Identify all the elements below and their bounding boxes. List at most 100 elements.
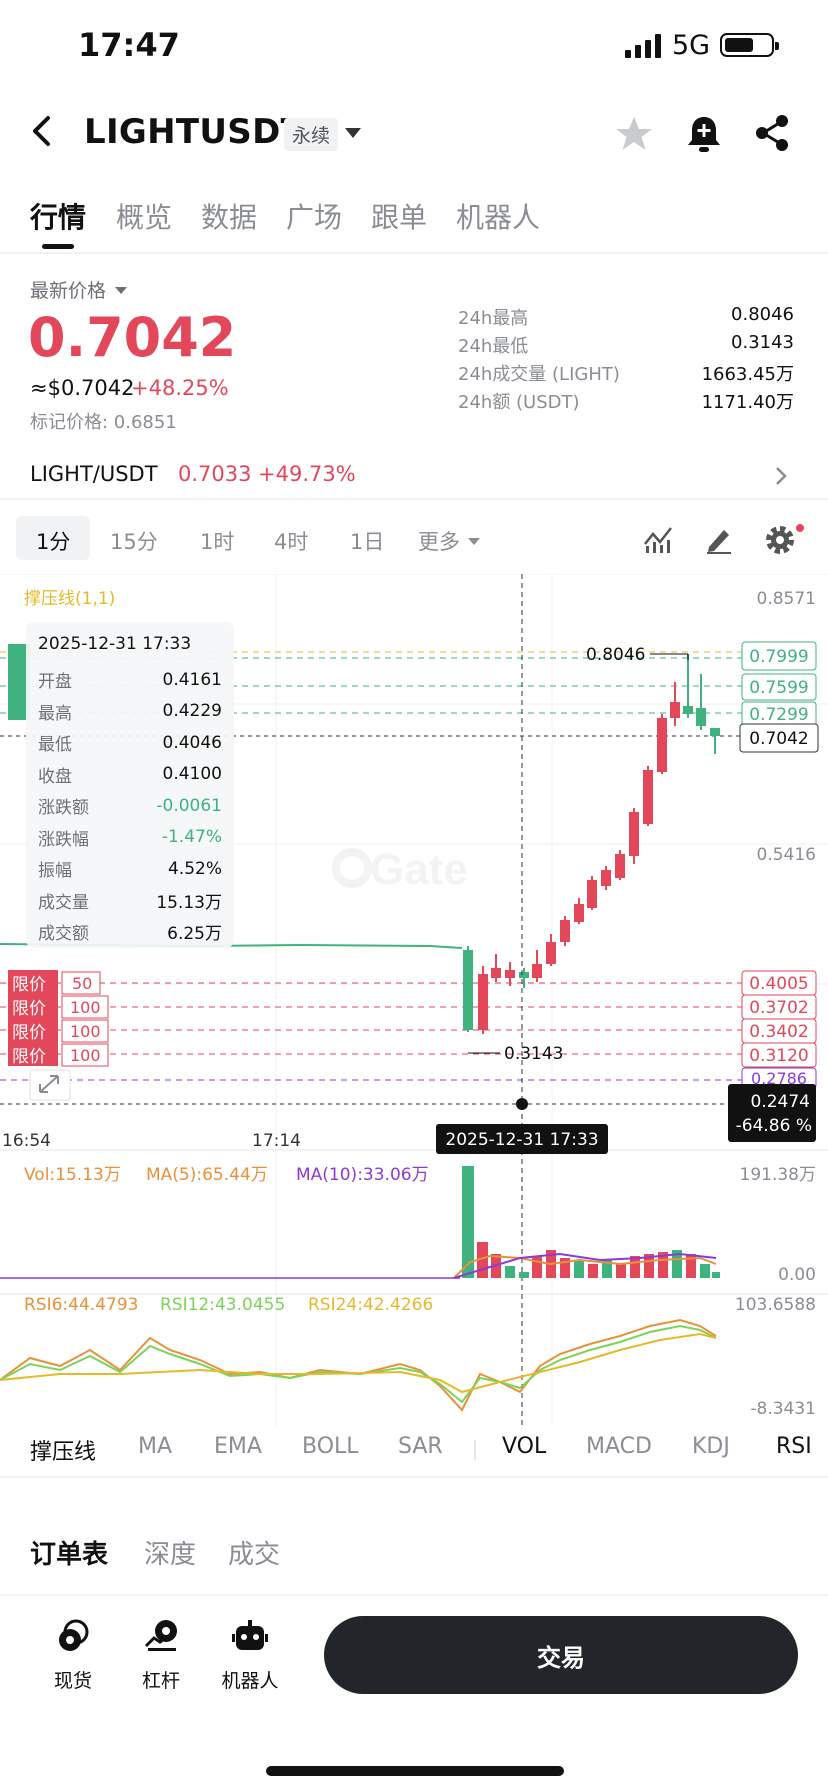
y-tick-mid: 0.5416 — [757, 845, 816, 865]
interval-1h[interactable]: 1时 — [200, 530, 235, 554]
indicator-boll[interactable]: BOLL — [302, 1434, 359, 1459]
latest-price-label[interactable]: 最新价格 — [30, 280, 107, 302]
indicator-sar[interactable]: SAR — [398, 1434, 443, 1459]
tooltip-row: 收盘 0.4100 — [38, 764, 222, 787]
interval-15m[interactable]: 15分 — [110, 530, 158, 554]
resistance-tags: 0.7999 0.7599 0.7299 0.7042 — [739, 641, 819, 753]
interval-more[interactable]: 更多 — [418, 530, 460, 554]
candle — [629, 808, 639, 864]
candle — [643, 766, 653, 826]
tab-order-book[interactable]: 订单表 — [30, 1540, 109, 1570]
trade-button[interactable]: 交易 — [324, 1616, 798, 1694]
rsi12-label: RSI12:43.0455 — [160, 1295, 285, 1315]
gate-watermark: Gate — [332, 845, 468, 894]
draw-icon[interactable] — [704, 524, 734, 554]
back-icon[interactable] — [28, 114, 58, 148]
stat-label-low: 24h最低 — [458, 336, 529, 357]
star-icon[interactable] — [614, 114, 654, 154]
interval-1d[interactable]: 1日 — [350, 530, 385, 554]
candle — [615, 850, 625, 880]
indicator-kdj[interactable]: KDJ — [692, 1434, 730, 1459]
resistance-tag: 0.7299 — [749, 705, 808, 725]
stat-label-turnover: 24h额 (USDT) — [458, 392, 580, 413]
perpetual-badge: 永续 — [284, 118, 339, 151]
indicator-macd[interactable]: MACD — [586, 1434, 652, 1459]
candle — [491, 954, 501, 982]
limit-order-qty: 50 — [72, 974, 92, 993]
chart-grid — [0, 574, 828, 1426]
spot-pair-change[interactable]: +49.73% — [258, 462, 356, 486]
divider — [0, 498, 828, 500]
stat-value-volume: 1663.45万 — [701, 364, 794, 385]
tab-underline — [42, 244, 74, 249]
robot-icon[interactable] — [232, 1618, 268, 1654]
rsi-min: -8.3431 — [750, 1399, 816, 1419]
chevron-right-icon[interactable] — [774, 466, 788, 486]
spot-icon[interactable] — [56, 1618, 92, 1654]
vol-label: Vol:15.13万 — [24, 1165, 121, 1185]
indicator-support-resistance[interactable]: 撑压线 — [30, 1440, 97, 1465]
divider — [474, 1440, 476, 1460]
pair-title[interactable]: LIGHTUSDT — [84, 112, 305, 152]
tooltip-date: 2025-12-31 17:33 — [38, 634, 192, 654]
limit-order-label: 限价 — [12, 1047, 46, 1067]
interval-4h[interactable]: 4时 — [274, 530, 309, 554]
nav-robot-label[interactable]: 机器人 — [221, 1670, 279, 1692]
gear-icon[interactable] — [764, 524, 796, 556]
rsi-max: 103.6588 — [735, 1295, 816, 1315]
tooltip-row: 最低 0.4046 — [38, 732, 222, 756]
tooltip-row: 成交额 6.25万 — [38, 924, 222, 945]
indicator-vol[interactable]: VOL — [502, 1434, 547, 1459]
candle — [710, 728, 720, 754]
tab-bots[interactable]: 机器人 — [456, 201, 541, 234]
indicator-ema[interactable]: EMA — [214, 1434, 262, 1459]
limit-order-label: 限价 — [12, 999, 46, 1019]
tab-square[interactable]: 广场 — [286, 201, 343, 234]
vol-ma10-label: MA(10):33.06万 — [296, 1165, 429, 1185]
indicator-ma[interactable]: MA — [138, 1434, 173, 1459]
notification-dot — [796, 524, 804, 532]
watermark-text: Gate — [370, 845, 468, 894]
candle — [560, 916, 570, 946]
pair-dropdown-icon[interactable] — [345, 128, 361, 138]
indicator-rsi[interactable]: RSI — [776, 1434, 812, 1459]
candle — [463, 946, 473, 1032]
limit-price-tags: 0.4005 0.3702 0.3402 0.3120 0.2786 0.247… — [728, 970, 817, 1142]
rsi24-label: RSI24:42.4266 — [308, 1295, 433, 1315]
nav-spot-label[interactable]: 现货 — [53, 1670, 92, 1692]
limit-order-qty: 100 — [70, 998, 101, 1017]
price-alert-icon[interactable] — [686, 114, 722, 154]
tab-depth[interactable]: 深度 — [144, 1540, 197, 1570]
tab-copy-trading[interactable]: 跟单 — [371, 201, 428, 234]
limit-price-tag: 0.3120 — [749, 1046, 808, 1066]
kline-chart[interactable]: Gate 撑压线(1,1) 0.8571 0.5416 — [0, 574, 828, 1426]
chevron-down-icon[interactable] — [468, 538, 480, 545]
left-order-tags: 限价 50 限价 100 限价 100 限价 100 — [8, 644, 109, 1101]
candle — [587, 876, 597, 910]
tab-data[interactable]: 数据 — [201, 201, 258, 234]
interval-1m[interactable]: 1分 — [36, 530, 71, 554]
stat-label-volume: 24h成交量 (LIGHT) — [458, 364, 620, 385]
share-icon[interactable] — [754, 114, 790, 152]
indicator-icon[interactable] — [642, 524, 674, 554]
tab-overview[interactable]: 概览 — [116, 201, 173, 234]
last-price: 0.7042 — [28, 306, 237, 369]
candle — [505, 962, 515, 986]
limit-order-qty: 100 — [70, 1046, 101, 1065]
candle — [532, 950, 542, 982]
candle — [574, 898, 584, 924]
tooltip-row: 涨跌幅 -1.47% — [38, 827, 222, 850]
resistance-tag: 0.7599 — [749, 678, 808, 698]
spot-pair-price[interactable]: 0.7033 — [178, 462, 252, 486]
nav-margin-label[interactable]: 杠杆 — [141, 1670, 180, 1692]
divider — [0, 1476, 828, 1478]
latest-price-dropdown-icon[interactable] — [115, 287, 127, 294]
usd-approx-price: ≈$0.7042 — [30, 376, 135, 400]
x-tick: 17:14 — [252, 1131, 301, 1151]
tab-trades[interactable]: 成交 — [228, 1540, 281, 1570]
tab-market[interactable]: 行情 — [30, 201, 87, 234]
spot-pair-label[interactable]: LIGHT/USDT — [30, 462, 158, 486]
limit-price-tag: 0.3402 — [749, 1022, 808, 1042]
margin-icon[interactable] — [144, 1618, 180, 1654]
tooltip-row: 振幅 4.52% — [38, 858, 222, 882]
